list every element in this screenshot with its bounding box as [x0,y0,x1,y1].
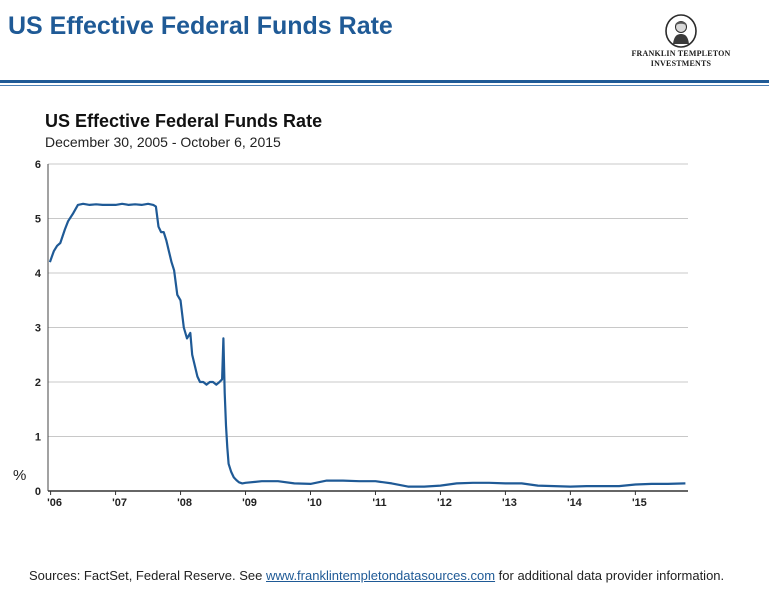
logo-line2: INVESTMENTS [650,59,712,68]
x-tick-label: '07 [112,497,127,509]
x-tick-label: '08 [177,497,192,509]
franklin-portrait-icon [665,14,697,48]
x-tick-label: '12 [437,497,452,509]
header-rule [0,80,769,83]
x-tick-label: '10 [307,497,322,509]
source-footnote: Sources: FactSet, Federal Reserve. See w… [29,568,724,583]
chart-title: US Effective Federal Funds Rate [45,111,323,131]
y-tick-label: 5 [35,214,41,226]
data-sources-link[interactable]: www.franklintempletondatasources.com [266,568,496,583]
y-tick-label: 0 [35,486,41,498]
x-tick-label: '15 [632,497,647,509]
rate-series-line [48,202,686,488]
y-tick-label: 6 [35,159,41,171]
logo-line1: FRANKLIN TEMPLETON [631,49,731,58]
x-tick-label: '14 [567,497,583,509]
y-axis-label: % [13,467,27,484]
header-rule-thin [0,85,769,86]
y-tick-label: 4 [35,268,42,280]
footer-prefix: Sources: FactSet, Federal Reserve. See [29,568,266,583]
franklin-templeton-logo: FRANKLIN TEMPLETON INVESTMENTS [622,14,740,70]
y-tick-label: 1 [35,432,41,444]
chart-subtitle: December 30, 2005 - October 6, 2015 [45,134,281,150]
y-tick-label: 2 [35,377,41,389]
page-title: US Effective Federal Funds Rate [8,12,393,40]
y-tick-label: 3 [35,323,41,335]
x-tick-label: '09 [242,497,257,509]
x-tick-label: '06 [47,497,62,509]
x-tick-label: '11 [372,497,386,509]
x-tick-label: '13 [502,497,517,509]
footer-suffix: for additional data provider information… [495,568,725,583]
